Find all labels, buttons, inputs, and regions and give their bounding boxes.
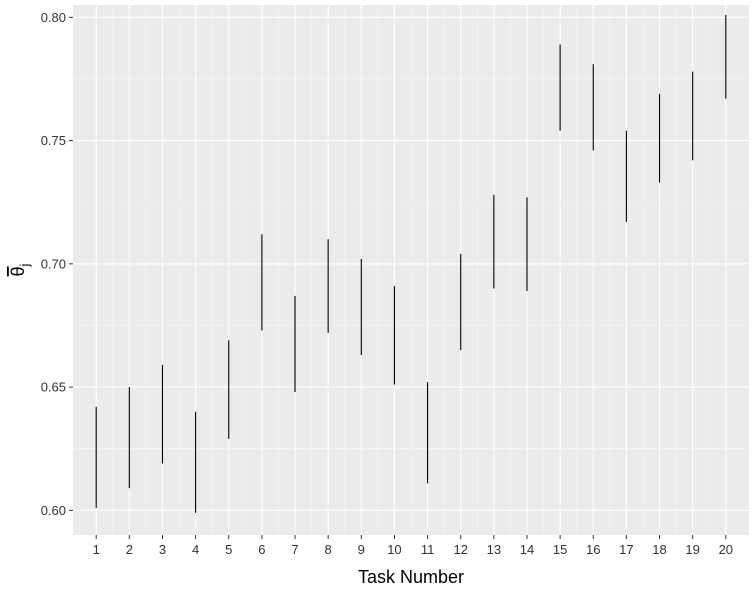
x-axis-title: Task Number <box>358 567 464 587</box>
x-tick-label: 18 <box>652 542 666 557</box>
x-tick-label: 4 <box>192 542 199 557</box>
y-tick-label: 0.60 <box>41 503 66 518</box>
x-tick-label: 7 <box>291 542 298 557</box>
x-tick-label: 1 <box>93 542 100 557</box>
y-tick-label: 0.70 <box>41 256 66 271</box>
x-tick-label: 2 <box>126 542 133 557</box>
x-tick-label: 9 <box>358 542 365 557</box>
x-tick-label: 20 <box>719 542 733 557</box>
x-tick-label: 3 <box>159 542 166 557</box>
minor-gridlines <box>73 5 749 535</box>
major-gridlines <box>73 5 749 535</box>
x-tick-label: 14 <box>520 542 534 557</box>
svg-text:θj: θj <box>8 263 32 276</box>
y-axis: 0.60 0.65 0.70 0.75 0.80 <box>41 10 73 518</box>
x-tick-label: 15 <box>553 542 567 557</box>
x-axis: 1 2 3 4 5 6 7 8 9 10 11 12 13 14 15 16 17 18 19 20 <box>93 535 733 557</box>
y-axis-title-subscript: j <box>17 263 32 267</box>
y-tick-label: 0.80 <box>41 10 66 25</box>
x-tick-label: 13 <box>487 542 501 557</box>
x-tick-label: 5 <box>225 542 232 557</box>
y-tick-label: 0.75 <box>41 133 66 148</box>
y-axis-title: θj <box>8 263 32 276</box>
interval-series <box>95 14 727 513</box>
x-tick-label: 19 <box>685 542 699 557</box>
x-tick-label: 11 <box>421 542 435 557</box>
y-axis-title-symbol: θ <box>8 266 28 276</box>
x-tick-label: 17 <box>619 542 633 557</box>
y-tick-label: 0.65 <box>41 380 66 395</box>
x-tick-label: 8 <box>325 542 332 557</box>
x-tick-label: 12 <box>453 542 467 557</box>
x-tick-label: 10 <box>387 542 401 557</box>
x-tick-label: 6 <box>258 542 265 557</box>
x-tick-label: 16 <box>586 542 600 557</box>
